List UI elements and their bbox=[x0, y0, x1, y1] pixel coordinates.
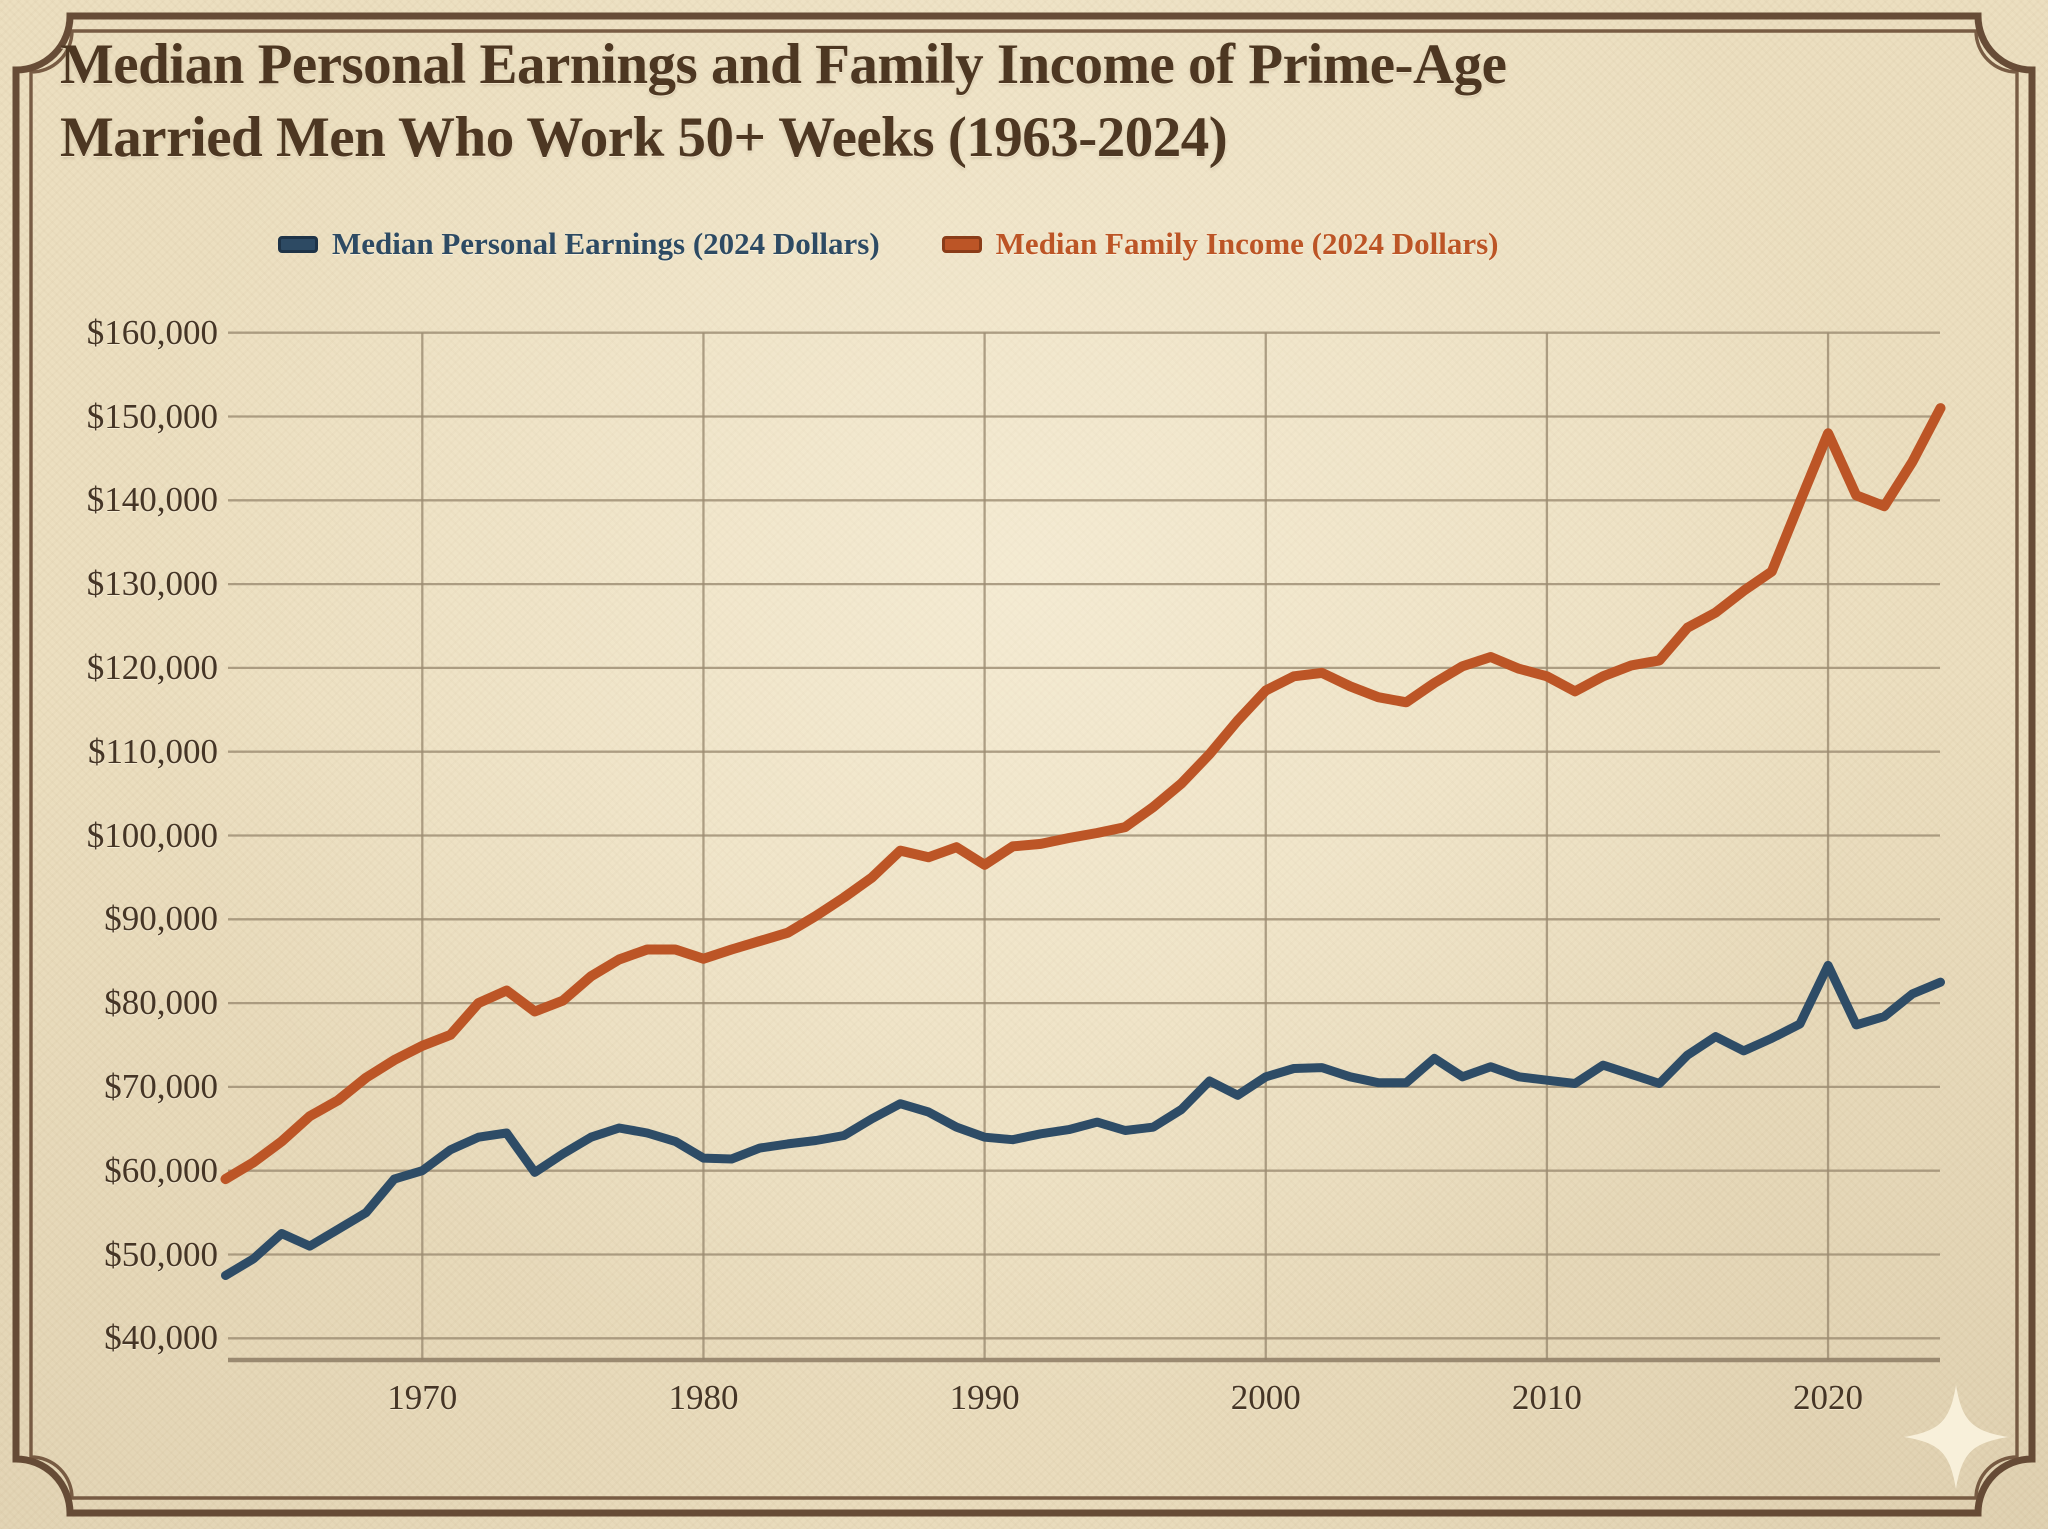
border-inner-line bbox=[29, 29, 2019, 1500]
y-tick-label: $80,000 bbox=[104, 983, 218, 1023]
personal-earnings-swatch-icon bbox=[278, 235, 318, 253]
y-tick-label: $40,000 bbox=[104, 1318, 218, 1358]
chart-title-line2: Married Men Who Work 50+ Weeks (1963-202… bbox=[60, 106, 1228, 169]
data-series-lines bbox=[220, 403, 1946, 1280]
border-outer-line bbox=[12, 12, 2036, 1517]
y-tick-label: $50,000 bbox=[104, 1234, 218, 1274]
family-income-legend-label: Median Family Income (2024 Dollars) bbox=[995, 226, 1499, 261]
vertical-gridlines bbox=[421, 332, 1830, 1360]
chart-title-line1: Median Personal Earnings and Family Inco… bbox=[60, 33, 1507, 96]
sparkle-icon bbox=[1904, 1385, 2008, 1489]
horizontal-gridlines bbox=[228, 331, 1940, 1340]
y-tick-label: $110,000 bbox=[88, 731, 218, 771]
series-line-personal-earnings bbox=[221, 960, 1945, 1280]
y-tick-label: $150,000 bbox=[86, 396, 218, 436]
y-tick-label: $120,000 bbox=[86, 647, 218, 687]
family-income-swatch-icon bbox=[941, 235, 982, 253]
chart-title: Median Personal Earnings and Family Inco… bbox=[60, 28, 1560, 174]
personal-earnings-legend-label: Median Personal Earnings (2024 Dollars) bbox=[332, 226, 880, 261]
x-tick-label: 1990 bbox=[949, 1378, 1020, 1417]
y-tick-label: $90,000 bbox=[104, 899, 218, 939]
x-tick-label: 1980 bbox=[668, 1378, 739, 1417]
y-tick-label: $60,000 bbox=[104, 1150, 218, 1190]
y-tick-label: $70,000 bbox=[104, 1066, 218, 1106]
y-tick-label: $140,000 bbox=[86, 480, 218, 520]
chart-legend: Median Personal Earnings (2024 Dollars) … bbox=[278, 226, 1499, 262]
legend-item-personal-earnings: Median Personal Earnings (2024 Dollars) bbox=[278, 226, 880, 262]
x-tick-label: 2000 bbox=[1230, 1378, 1301, 1417]
x-tick-label: 2020 bbox=[1793, 1378, 1864, 1417]
y-tick-label: $100,000 bbox=[86, 815, 218, 855]
series-line-family-income bbox=[220, 403, 1946, 1185]
y-tick-label: $160,000 bbox=[86, 312, 218, 352]
legend-item-family-income: Median Family Income (2024 Dollars) bbox=[941, 226, 1499, 262]
x-tick-label: 2010 bbox=[1511, 1378, 1582, 1417]
y-tick-label: $130,000 bbox=[86, 564, 218, 604]
x-tick-label: 1970 bbox=[387, 1378, 458, 1417]
